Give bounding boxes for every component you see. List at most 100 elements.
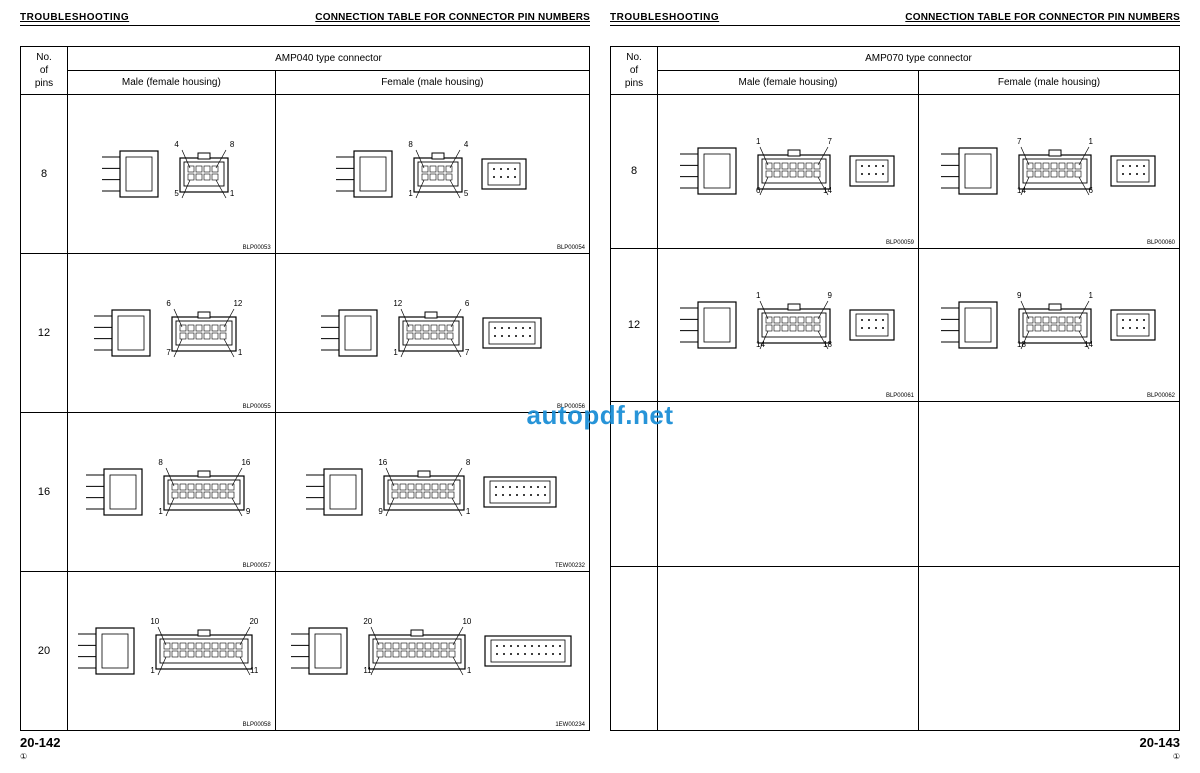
reference-code: 1EW00234 xyxy=(555,722,585,728)
diagram-wrap: 1 9 14 18 BLP00061 xyxy=(658,249,918,402)
connector-side-icon xyxy=(680,146,740,196)
diagram-wrap: 9 1 18 14 BLP00062 xyxy=(919,249,1179,402)
female-cell xyxy=(919,566,1180,730)
reference-code: BLP00058 xyxy=(243,722,271,728)
face-view: 8 16 1 9 xyxy=(152,460,256,524)
female-cell: 8 4 1 5 BLP00054 xyxy=(275,95,589,254)
diagram-wrap: 16 8 9 1 TEW00232 xyxy=(276,413,589,571)
pins-cell xyxy=(611,402,658,566)
reference-code: BLP00056 xyxy=(557,404,585,410)
table-row: 20 10 20 1 11 BLP00058 20 10 11 1 xyxy=(21,572,590,731)
page-footer: 20-143 ① xyxy=(610,735,1180,761)
reference-code: BLP00059 xyxy=(886,240,914,246)
table-row: 16 8 16 1 9 BLP00057 16 8 9 1 xyxy=(21,413,590,572)
alt-view xyxy=(481,316,543,350)
section-title: TROUBLESHOOTING xyxy=(20,12,129,23)
table-row: 12 1 9 14 18 BLP00061 9 1 xyxy=(611,248,1180,402)
female-cell: 20 10 11 1 1EW00234 xyxy=(275,572,589,731)
female-cell xyxy=(919,402,1180,566)
male-col-header: Male (female housing) xyxy=(658,71,919,95)
diagram-wrap: 7 1 14 6 BLP00060 xyxy=(919,95,1179,248)
male-cell: 4 8 5 1 BLP00053 xyxy=(68,95,276,254)
connector-table-left: No. of pins AMP040 type connector Male (… xyxy=(20,46,590,723)
side-view xyxy=(680,300,740,350)
female-col-header: Female (male housing) xyxy=(275,71,589,95)
pins-cell: 8 xyxy=(21,95,68,254)
female-col-header: Female (male housing) xyxy=(919,71,1180,95)
alt-view xyxy=(483,634,573,668)
page-spread: TROUBLESHOOTING CONNECTION TABLE FOR CON… xyxy=(0,0,1200,773)
right-page: TROUBLESHOOTING CONNECTION TABLE FOR CON… xyxy=(610,12,1180,761)
alt-view xyxy=(480,157,528,191)
table-row: 8 4 8 5 1 BLP00053 8 4 1 5 xyxy=(21,95,590,254)
pins-cell: 20 xyxy=(21,572,68,731)
connector-table-right: No. of pins AMP070 type connector Male (… xyxy=(610,46,1180,723)
diagram-wrap: 8 16 1 9 BLP00057 xyxy=(68,413,275,571)
male-cell: 8 16 1 9 BLP00057 xyxy=(68,413,276,572)
female-cell: 7 1 14 6 BLP00060 xyxy=(919,95,1180,249)
diagram-wrap: 8 4 1 5 BLP00054 xyxy=(276,95,589,253)
connector-alt-icon xyxy=(482,475,558,509)
alt-view xyxy=(482,475,558,509)
diagram-wrap: 12 6 1 7 BLP00056 xyxy=(276,254,589,412)
connector-face-icon xyxy=(372,460,476,524)
side-view xyxy=(680,146,740,196)
face-view: 10 20 1 11 xyxy=(144,619,264,683)
page-footer: 20-142 ① xyxy=(20,735,590,761)
section-title: TROUBLESHOOTING xyxy=(610,12,719,23)
side-view xyxy=(291,626,351,676)
connector-side-icon xyxy=(321,308,381,358)
diagram-wrap: 1 7 6 14 BLP00059 xyxy=(658,95,918,248)
col-pins-header: No. of pins xyxy=(21,47,68,95)
male-cell: 1 7 6 14 BLP00059 xyxy=(658,95,919,249)
reference-code: BLP00054 xyxy=(557,245,585,251)
face-view: 6 12 7 1 xyxy=(160,301,248,365)
pins-cell xyxy=(611,566,658,730)
connector-side-icon xyxy=(306,467,366,517)
connector-alt-icon xyxy=(848,308,896,342)
col-pins-header: No. of pins xyxy=(611,47,658,95)
side-view xyxy=(102,149,162,199)
connector-side-icon xyxy=(336,149,396,199)
male-col-header: Male (female housing) xyxy=(68,71,276,95)
connector-side-icon xyxy=(86,467,146,517)
reference-code: BLP00061 xyxy=(886,393,914,399)
page-number: 20-142 xyxy=(20,735,60,750)
side-view xyxy=(321,308,381,358)
alt-view xyxy=(848,308,896,342)
page-title: CONNECTION TABLE FOR CONNECTOR PIN NUMBE… xyxy=(315,12,590,23)
connector-alt-icon xyxy=(483,634,573,668)
side-view xyxy=(86,467,146,517)
face-view: 16 8 9 1 xyxy=(372,460,476,524)
alt-view xyxy=(848,154,896,188)
footer-note: ① xyxy=(20,752,60,761)
connector-alt-icon xyxy=(480,157,528,191)
connector-face-icon xyxy=(357,619,477,683)
side-view xyxy=(941,146,1001,196)
connector-side-icon xyxy=(291,626,351,676)
page-header: TROUBLESHOOTING CONNECTION TABLE FOR CON… xyxy=(610,12,1180,26)
connector-side-icon xyxy=(680,300,740,350)
face-view: 1 7 6 14 xyxy=(746,139,842,203)
table-row: 8 1 7 6 14 BLP00059 7 1 xyxy=(611,95,1180,249)
diagram-wrap: 10 20 1 11 BLP00058 xyxy=(68,572,275,730)
side-view xyxy=(78,626,138,676)
face-view: 1 9 14 18 xyxy=(746,293,842,357)
page-header: TROUBLESHOOTING CONNECTION TABLE FOR CON… xyxy=(20,12,590,26)
connector-alt-icon xyxy=(848,154,896,188)
connector-side-icon xyxy=(78,626,138,676)
connector-side-icon xyxy=(941,146,1001,196)
face-view: 4 8 5 1 xyxy=(168,142,240,206)
face-view: 20 10 11 1 xyxy=(357,619,477,683)
connector-face-icon xyxy=(152,460,256,524)
diagram-wrap: 6 12 7 1 BLP00055 xyxy=(68,254,275,412)
side-view xyxy=(941,300,1001,350)
face-view: 8 4 1 5 xyxy=(402,142,474,206)
face-view: 7 1 14 6 xyxy=(1007,139,1103,203)
female-cell: 16 8 9 1 TEW00232 xyxy=(275,413,589,572)
page-number: 20-143 xyxy=(1140,735,1180,750)
female-cell: 12 6 1 7 BLP00056 xyxy=(275,254,589,413)
male-cell: 10 20 1 11 BLP00058 xyxy=(68,572,276,731)
connector-alt-icon xyxy=(481,316,543,350)
female-cell: 9 1 18 14 BLP00062 xyxy=(919,248,1180,402)
